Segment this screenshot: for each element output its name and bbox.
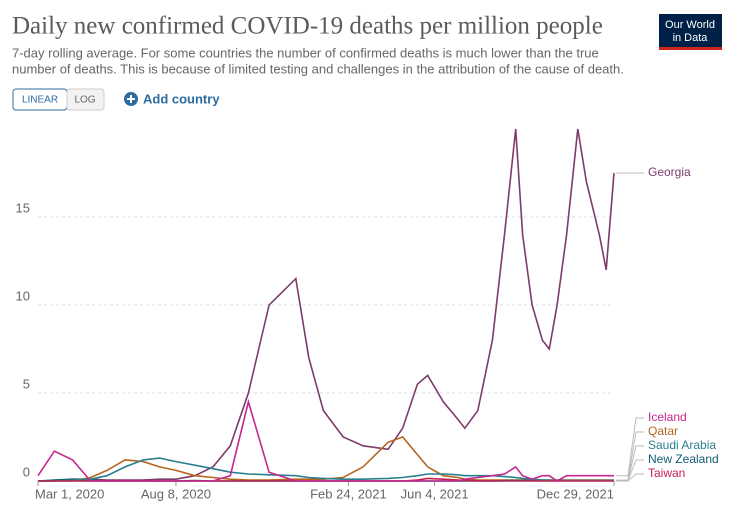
logo-bar bbox=[659, 47, 722, 50]
logo-text: in Data bbox=[673, 32, 709, 44]
subtitle: number of deaths. This is because of lim… bbox=[12, 61, 624, 76]
logo-text: Our World bbox=[665, 19, 715, 31]
x-tick-label: Dec 29, 2021 bbox=[537, 486, 614, 501]
linear-label: LINEAR bbox=[22, 95, 58, 106]
series-line bbox=[38, 436, 614, 482]
y-tick-label: 10 bbox=[16, 288, 30, 303]
y-tick-label: 5 bbox=[23, 376, 30, 391]
log-button[interactable] bbox=[66, 88, 105, 111]
x-tick-label: Mar 1, 2020 bbox=[35, 486, 104, 501]
add-country[interactable]: Add country bbox=[143, 91, 220, 106]
logo[interactable] bbox=[659, 14, 722, 50]
add-icon-plus bbox=[127, 95, 135, 103]
y-tick-label: 0 bbox=[23, 464, 30, 479]
legend-label: Saudi Arabia bbox=[648, 438, 716, 452]
chart-title: Daily new confirmed COVID-19 deaths per … bbox=[12, 13, 603, 40]
legend-connector bbox=[616, 473, 644, 482]
legend-label: New Zealand bbox=[648, 452, 719, 466]
log-label: LOG bbox=[74, 95, 95, 106]
x-tick-label: Jun 4, 2021 bbox=[401, 486, 469, 501]
x-tick-label: Feb 24, 2021 bbox=[310, 486, 387, 501]
legend-label: Georgia bbox=[648, 165, 691, 179]
legend-label: Iceland bbox=[648, 410, 687, 424]
series-line bbox=[38, 128, 615, 482]
subtitle: 7-day rolling average. For some countrie… bbox=[12, 45, 599, 60]
legend-label: Taiwan bbox=[648, 466, 685, 480]
x-tick-label: Aug 8, 2020 bbox=[141, 486, 211, 501]
series-line bbox=[37, 398, 614, 482]
y-tick-label: 15 bbox=[16, 200, 30, 215]
legend-label: Qatar bbox=[648, 424, 678, 438]
legend-connector bbox=[616, 417, 644, 477]
